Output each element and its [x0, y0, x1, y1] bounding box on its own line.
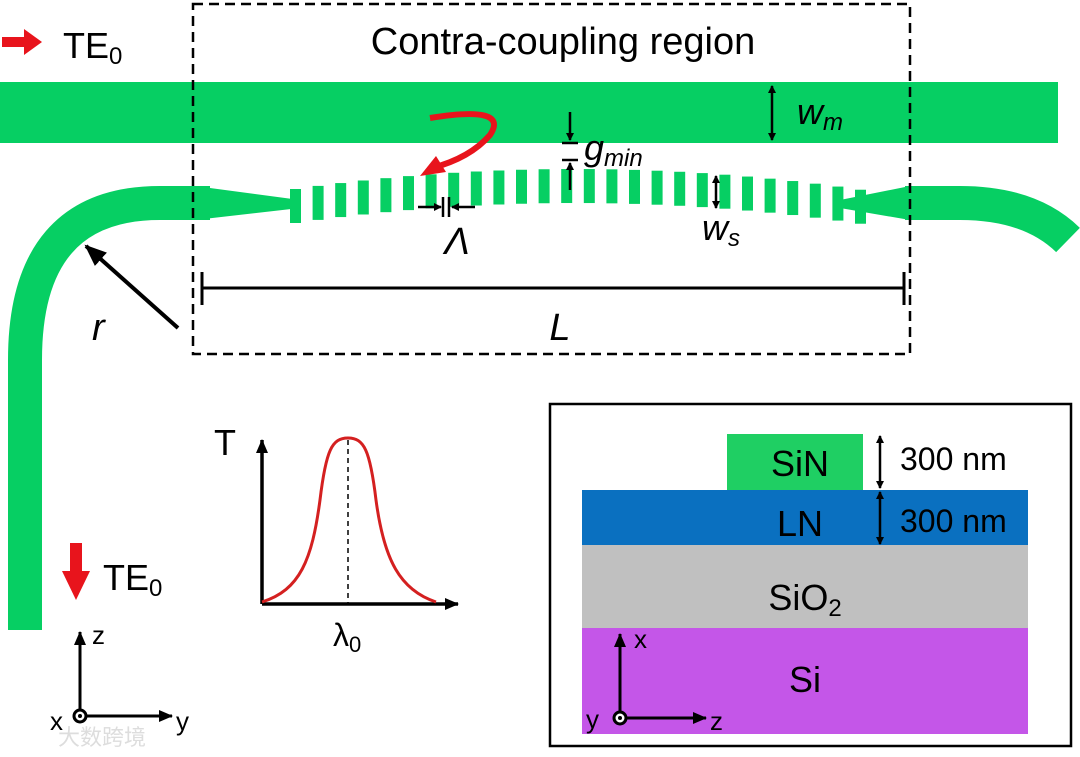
z-axis-label: z [92, 620, 105, 650]
bus-waveguide [0, 82, 1058, 143]
region-title: Contra-coupling region [371, 21, 755, 63]
drop-waveguide-bend [8, 186, 210, 630]
grating-segment [448, 172, 460, 207]
grating-segment [764, 178, 776, 213]
transmission-peak-curve [261, 436, 437, 604]
grating-segments [290, 169, 866, 224]
sin-thickness-label: 300 nm [900, 441, 1007, 477]
gmin-label: gmin [584, 127, 643, 172]
reflection-arrowhead-icon [420, 156, 446, 176]
sio2-label: SiO2 [768, 577, 841, 622]
cs-z-axis-label: z [710, 706, 723, 736]
radius-arrow-icon [84, 244, 180, 330]
grating-segment [606, 169, 618, 204]
grating-segment [380, 178, 392, 213]
ln-label: LN [777, 503, 823, 544]
grating-segment [742, 176, 753, 211]
center-wavelength-label: λ0 [333, 617, 361, 657]
layer-si [582, 628, 1028, 734]
grating-segment [312, 185, 324, 220]
grating-segment [493, 170, 505, 205]
si-label: Si [789, 659, 821, 700]
grating-segment [629, 169, 640, 204]
grating-segment [651, 170, 663, 205]
output-mode-label: TE0 [103, 557, 162, 602]
watermark: 大数跨境 [58, 725, 146, 750]
layer-ln [582, 490, 1028, 545]
through-waveguide-bend [905, 186, 1080, 253]
grating-segment [832, 186, 844, 221]
cs-x-axis-label: x [634, 624, 647, 654]
grating-segment [516, 169, 527, 204]
contra-coupling-region-box [191, 2, 912, 356]
grating-segment [674, 171, 686, 206]
grating-segment [470, 171, 482, 206]
reflection-arrow-icon [429, 111, 497, 171]
wm-label: wm [797, 91, 843, 136]
grating-segment [357, 180, 369, 215]
grating-segment [425, 174, 437, 209]
transmission-label: T [214, 422, 236, 463]
layer-sio2 [582, 545, 1028, 628]
input-arrow-icon [2, 29, 42, 55]
output-arrow-icon [62, 543, 90, 600]
length-label: L [549, 307, 570, 349]
cs-y-axis-label: y [586, 704, 599, 734]
grating-segment [561, 169, 573, 204]
ln-thickness-label: 300 nm [900, 503, 1007, 539]
grating-segment [809, 183, 821, 218]
grating-segment [583, 169, 595, 204]
taper-left [195, 186, 300, 220]
taper-right [840, 186, 910, 220]
layer-sin [727, 434, 863, 490]
ws-label: ws [702, 207, 740, 252]
radius-label: r [92, 307, 106, 349]
grating-segment [290, 189, 301, 223]
y-axis-label: y [176, 706, 189, 736]
grating-segment [855, 189, 866, 224]
grating-segment [787, 181, 799, 216]
grating-segment [696, 173, 708, 208]
input-mode-label: TE0 [63, 25, 122, 70]
grating-segment [403, 176, 414, 211]
sin-label: SiN [771, 443, 829, 484]
grating-segment [335, 183, 347, 218]
x-axis-label: x [50, 706, 63, 736]
grating-segment [719, 174, 731, 209]
grating-segment [538, 169, 550, 204]
period-label: Λ [442, 221, 469, 263]
